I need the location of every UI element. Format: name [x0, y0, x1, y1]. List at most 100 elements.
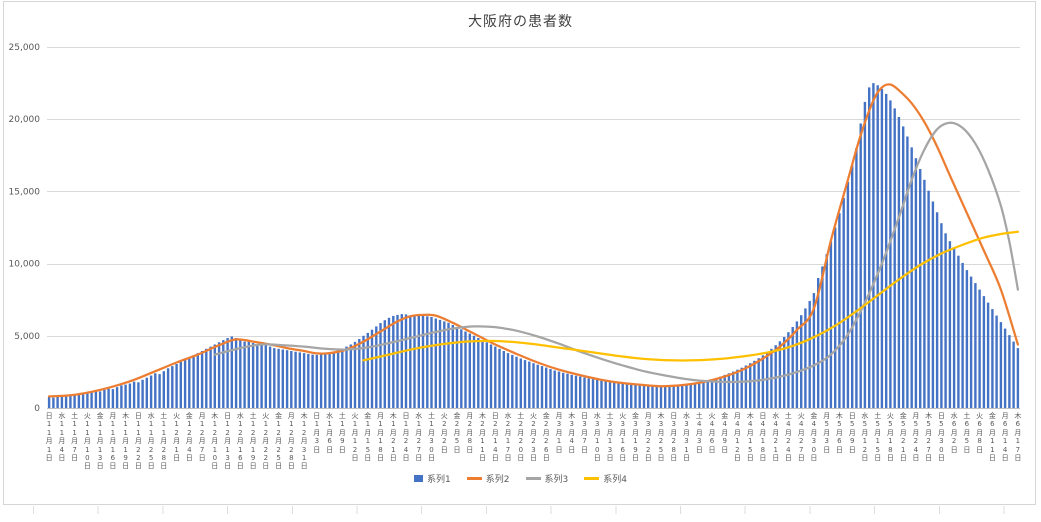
legend-label-series1: 系列1 — [427, 475, 451, 485]
legend-label-series2: 系列2 — [485, 475, 510, 485]
legend: 系列1 系列2 系列3 系列4 — [0, 472, 1041, 485]
legend-item-series1[interactable]: 系列1 — [414, 472, 451, 485]
series3-line[interactable] — [213, 121, 1020, 384]
svg-text:10,000: 10,000 — [9, 260, 41, 270]
gridlines — [47, 47, 1020, 409]
y-axis[interactable]: 0 5,000 10,000 15,000 20,000 25,000 — [9, 43, 41, 414]
legend-item-series3[interactable]: 系列3 — [525, 472, 569, 485]
legend-label-series4: 系列4 — [603, 475, 627, 485]
series4-line-swatch-icon — [584, 477, 600, 480]
svg-text:0: 0 — [34, 404, 40, 414]
svg-text:25,000: 25,000 — [9, 43, 41, 53]
series1-bar-swatch-icon — [414, 475, 424, 482]
worksheet-cells-strip[interactable] — [0, 506, 1041, 522]
chart-title[interactable]: 大阪府の患者数 — [468, 14, 573, 30]
series4-line[interactable] — [362, 230, 1020, 362]
legend-label-series3: 系列3 — [544, 475, 569, 485]
svg-text:5,000: 5,000 — [14, 332, 40, 342]
svg-text:15,000: 15,000 — [9, 187, 41, 197]
series1-bars[interactable] — [47, 83, 1020, 409]
legend-item-series2[interactable]: 系列2 — [466, 472, 510, 485]
legend-item-series4[interactable]: 系列4 — [584, 472, 627, 485]
series2-line-swatch-icon — [466, 477, 482, 480]
series2-line[interactable] — [47, 83, 1020, 398]
series3-line-swatch-icon — [525, 477, 541, 480]
